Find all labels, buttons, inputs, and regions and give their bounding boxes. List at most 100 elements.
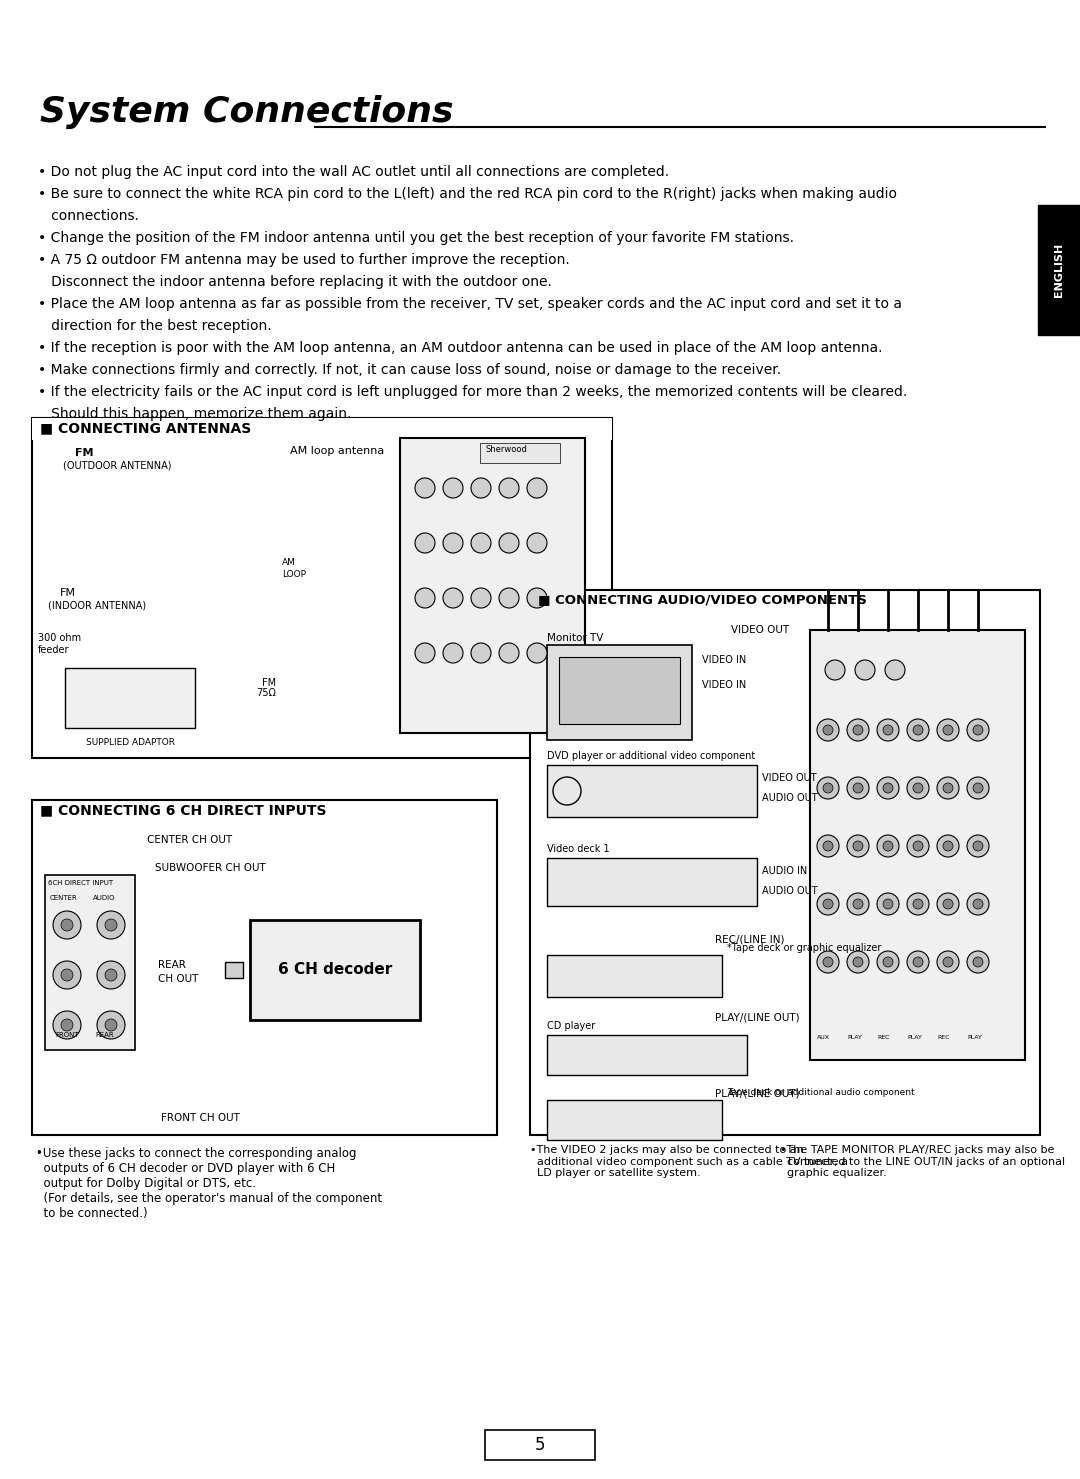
Circle shape [816,836,839,856]
Circle shape [937,776,959,799]
Circle shape [877,776,899,799]
Circle shape [913,842,923,850]
Text: •Use these jacks to connect the corresponding analog
  outputs of 6 CH decoder o: •Use these jacks to connect the correspo… [36,1148,382,1220]
Text: REC/(LINE IN): REC/(LINE IN) [715,935,784,945]
Bar [65,669,195,728]
Text: AM: AM [282,558,296,566]
Circle shape [913,957,923,967]
Bar [1038,206,1080,336]
Bar [546,955,723,997]
Text: • If the electricity fails or the AC input cord is left unplugged for more than : • If the electricity fails or the AC inp… [38,385,907,399]
Circle shape [823,899,833,910]
Text: Sherwood: Sherwood [485,445,527,454]
Circle shape [853,957,863,967]
Text: AUDIO: AUDIO [93,895,116,901]
Circle shape [298,596,322,620]
Text: ■ CONNECTING 6 CH DIRECT INPUTS: ■ CONNECTING 6 CH DIRECT INPUTS [40,803,326,816]
Circle shape [443,643,463,663]
Bar [546,765,757,816]
Circle shape [937,836,959,856]
Circle shape [943,782,953,793]
Circle shape [80,688,100,708]
Circle shape [847,776,869,799]
Text: VIDEO OUT: VIDEO OUT [731,626,789,634]
Text: DVD player or additional video component: DVD player or additional video component [546,751,755,762]
Circle shape [527,532,546,553]
Circle shape [847,951,869,973]
Bar [32,419,612,439]
Bar [546,1100,723,1140]
Text: Video deck 1: Video deck 1 [546,845,609,853]
Bar [249,920,420,1021]
Circle shape [443,532,463,553]
Circle shape [967,836,989,856]
Circle shape [471,643,491,663]
Text: • Place the AM loop antenna as far as possible from the receiver, TV set, speake: • Place the AM loop antenna as far as po… [38,297,902,311]
Circle shape [907,893,929,916]
Text: FM: FM [60,589,76,598]
Circle shape [60,969,73,981]
Text: direction for the best reception.: direction for the best reception. [38,319,272,333]
Circle shape [907,951,929,973]
Text: FRONT: FRONT [55,1032,79,1038]
Text: connections.: connections. [38,209,139,223]
Bar [480,444,561,463]
Circle shape [816,951,839,973]
Text: REC: REC [877,1035,890,1040]
Text: • If the reception is poor with the AM loop antenna, an AM outdoor antenna can b: • If the reception is poor with the AM l… [38,342,882,355]
Circle shape [252,691,288,726]
Text: PLAY: PLAY [967,1035,982,1040]
Circle shape [816,893,839,916]
Circle shape [967,951,989,973]
Circle shape [883,957,893,967]
Circle shape [883,782,893,793]
Bar [32,419,612,759]
Circle shape [816,719,839,741]
Circle shape [973,725,983,735]
Text: VIDEO IN: VIDEO IN [702,680,746,691]
Circle shape [973,957,983,967]
Circle shape [885,660,905,680]
Text: FRONT CH OUT: FRONT CH OUT [161,1114,240,1123]
Text: (OUTDOOR ANTENNA): (OUTDOOR ANTENNA) [63,460,172,470]
Circle shape [937,951,959,973]
Circle shape [967,719,989,741]
Circle shape [60,1019,73,1031]
Text: Disconnect the indoor antenna before replacing it with the outdoor one.: Disconnect the indoor antenna before rep… [38,275,552,288]
Text: • Be sure to connect the white RCA pin cord to the L(left) and the red RCA pin c: • Be sure to connect the white RCA pin c… [38,186,897,201]
Circle shape [973,842,983,850]
Circle shape [471,532,491,553]
Circle shape [853,842,863,850]
Text: • Do not plug the AC input cord into the wall AC outlet until all connections ar: • Do not plug the AC input cord into the… [38,166,670,179]
Text: AUX: AUX [816,1035,831,1040]
Circle shape [499,532,519,553]
Bar [400,438,585,734]
Bar [546,858,757,907]
Text: Should this happen, memorize them again.: Should this happen, memorize them again. [38,407,351,422]
Text: SUBWOOFER CH OUT: SUBWOOFER CH OUT [154,864,266,873]
Circle shape [816,776,839,799]
Circle shape [823,842,833,850]
Circle shape [443,589,463,608]
Text: SUPPLIED ADAPTOR: SUPPLIED ADAPTOR [85,738,175,747]
Circle shape [415,643,435,663]
Text: •The VIDEO 2 jacks may also be connected to an
  additional video component such: •The VIDEO 2 jacks may also be connected… [530,1145,848,1179]
Bar [559,657,680,725]
Text: System Connections: System Connections [40,95,454,129]
Circle shape [105,969,117,981]
Text: REAR: REAR [95,1032,113,1038]
Circle shape [877,951,899,973]
Circle shape [907,836,929,856]
Circle shape [937,893,959,916]
Circle shape [140,688,160,708]
Text: ■ CONNECTING AUDIO/VIDEO COMPONENTS: ■ CONNECTING AUDIO/VIDEO COMPONENTS [538,593,867,606]
Circle shape [58,614,66,623]
Text: (INDOOR ANTENNA): (INDOOR ANTENNA) [48,600,146,609]
Circle shape [499,478,519,498]
Circle shape [499,643,519,663]
Circle shape [943,899,953,910]
Text: 300 ohm: 300 ohm [38,633,81,643]
Bar [45,876,135,1050]
Text: CD player: CD player [546,1021,595,1031]
Circle shape [53,961,81,989]
